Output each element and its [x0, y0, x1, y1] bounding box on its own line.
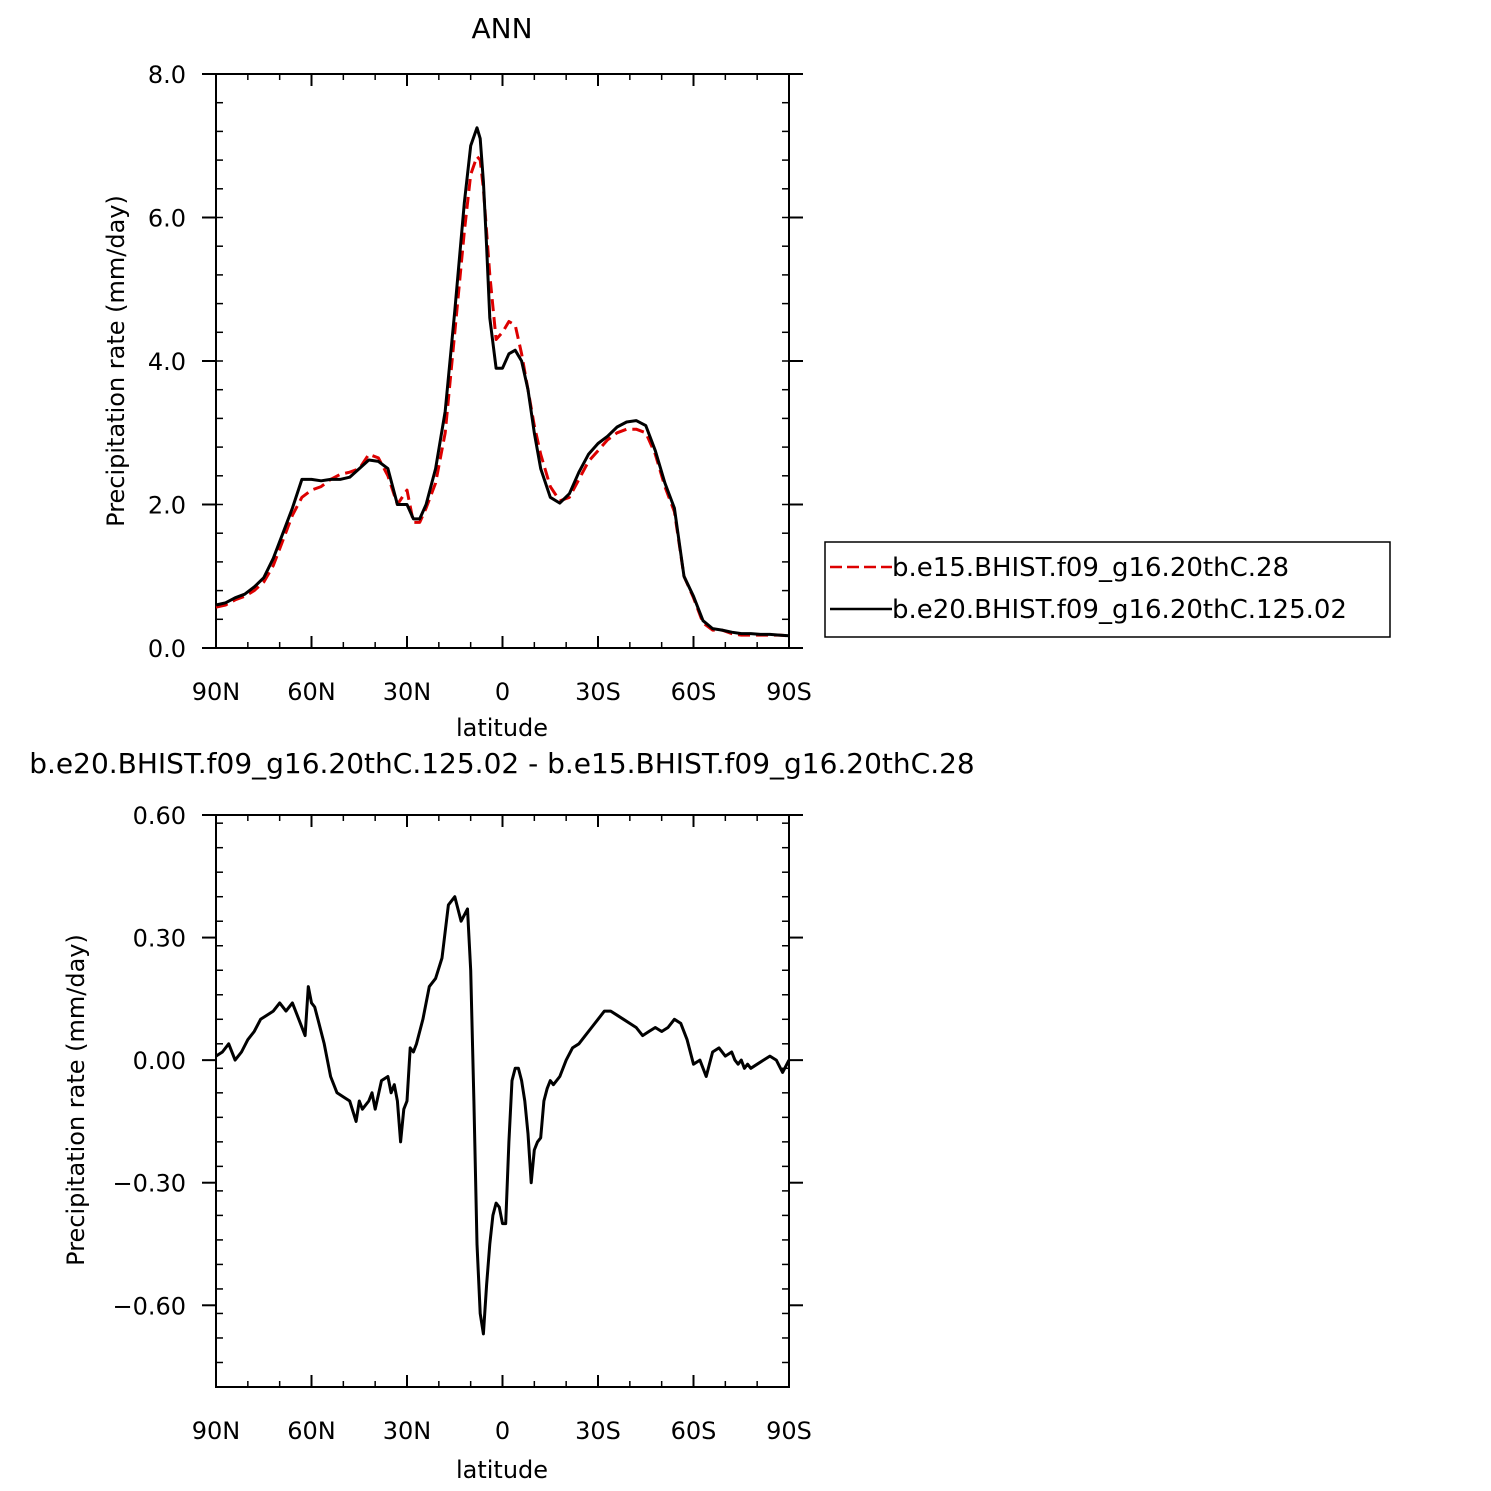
legend-label-e15: b.e15.BHIST.f09_g16.20thC.28	[892, 553, 1289, 583]
bottom-x-tick-label: 30S	[575, 1417, 621, 1445]
top-y-tick-label: 6.0	[148, 205, 186, 233]
annual-mean-panel: ANN 90N 60N 30N 0 30S 60S 90S 0.0 2.0 4.0 6.0 8.0 l…	[102, 12, 812, 742]
legend: b.e15.BHIST.f09_g16.20thC.28 b.e20.BHIST…	[824, 541, 1391, 638]
top-y-tick-label: 4.0	[148, 348, 186, 376]
bottom-x-tick-label: 90S	[766, 1417, 812, 1445]
top-x-tick-label: 30N	[383, 678, 432, 706]
top-x-tick-label: 0	[495, 678, 510, 706]
top-y-axis-label: Precipitation rate (mm/day)	[102, 195, 130, 527]
bottom-plot-frame	[215, 814, 790, 1388]
legend-box	[824, 541, 1391, 638]
top-x-tick-label: 30S	[575, 678, 621, 706]
bottom-y-tick-label: −0.30	[112, 1170, 186, 1198]
top-x-tick-label: 60S	[671, 678, 717, 706]
top-x-tick-label: 60N	[287, 678, 336, 706]
top-x-tick-label: 90N	[192, 678, 241, 706]
top-chart-title: ANN	[471, 12, 532, 45]
bottom-x-axis-label: latitude	[456, 1456, 548, 1484]
bottom-series-line-0	[215, 895, 791, 1336]
legend-label-e20: b.e20.BHIST.f09_g16.20thC.125.02	[892, 595, 1347, 625]
top-x-axis-label: latitude	[456, 714, 548, 742]
top-series-line-0	[215, 155, 790, 638]
top-x-tick-label: 90S	[766, 678, 812, 706]
bottom-x-tick-label: 30N	[383, 1417, 432, 1445]
bottom-x-tick-label: 60N	[287, 1417, 336, 1445]
top-plot-frame	[215, 73, 790, 649]
top-y-tick-label: 8.0	[148, 61, 186, 89]
top-series-line-1	[215, 126, 790, 638]
bottom-y-tick-label: −0.60	[112, 1292, 186, 1320]
bottom-y-axis-label: Precipitation rate (mm/day)	[62, 934, 90, 1266]
top-y-tick-label: 0.0	[148, 635, 186, 663]
bottom-x-tick-label: 60S	[671, 1417, 717, 1445]
top-plot-area: 90N 60N 30N 0 30S 60S 90S 0.0 2.0 4.0 6.0 8.0	[148, 61, 812, 706]
bottom-chart-title: b.e20.BHIST.f09_g16.20thC.125.02 - b.e15…	[29, 747, 975, 780]
bottom-y-tick-label: 0.30	[133, 925, 186, 953]
top-y-tick-label: 2.0	[148, 492, 186, 520]
difference-panel: b.e20.BHIST.f09_g16.20thC.125.02 - b.e15…	[29, 747, 975, 1484]
bottom-x-tick-label: 0	[495, 1417, 510, 1445]
bottom-x-tick-label: 90N	[192, 1417, 241, 1445]
bottom-y-tick-label: 0.60	[133, 802, 186, 830]
bottom-y-tick-label: 0.00	[133, 1047, 186, 1075]
bottom-plot-area: 90N 60N 30N 0 30S 60S 90S −0.60 −0.30 0.00 0.30 0.6…	[112, 802, 811, 1445]
